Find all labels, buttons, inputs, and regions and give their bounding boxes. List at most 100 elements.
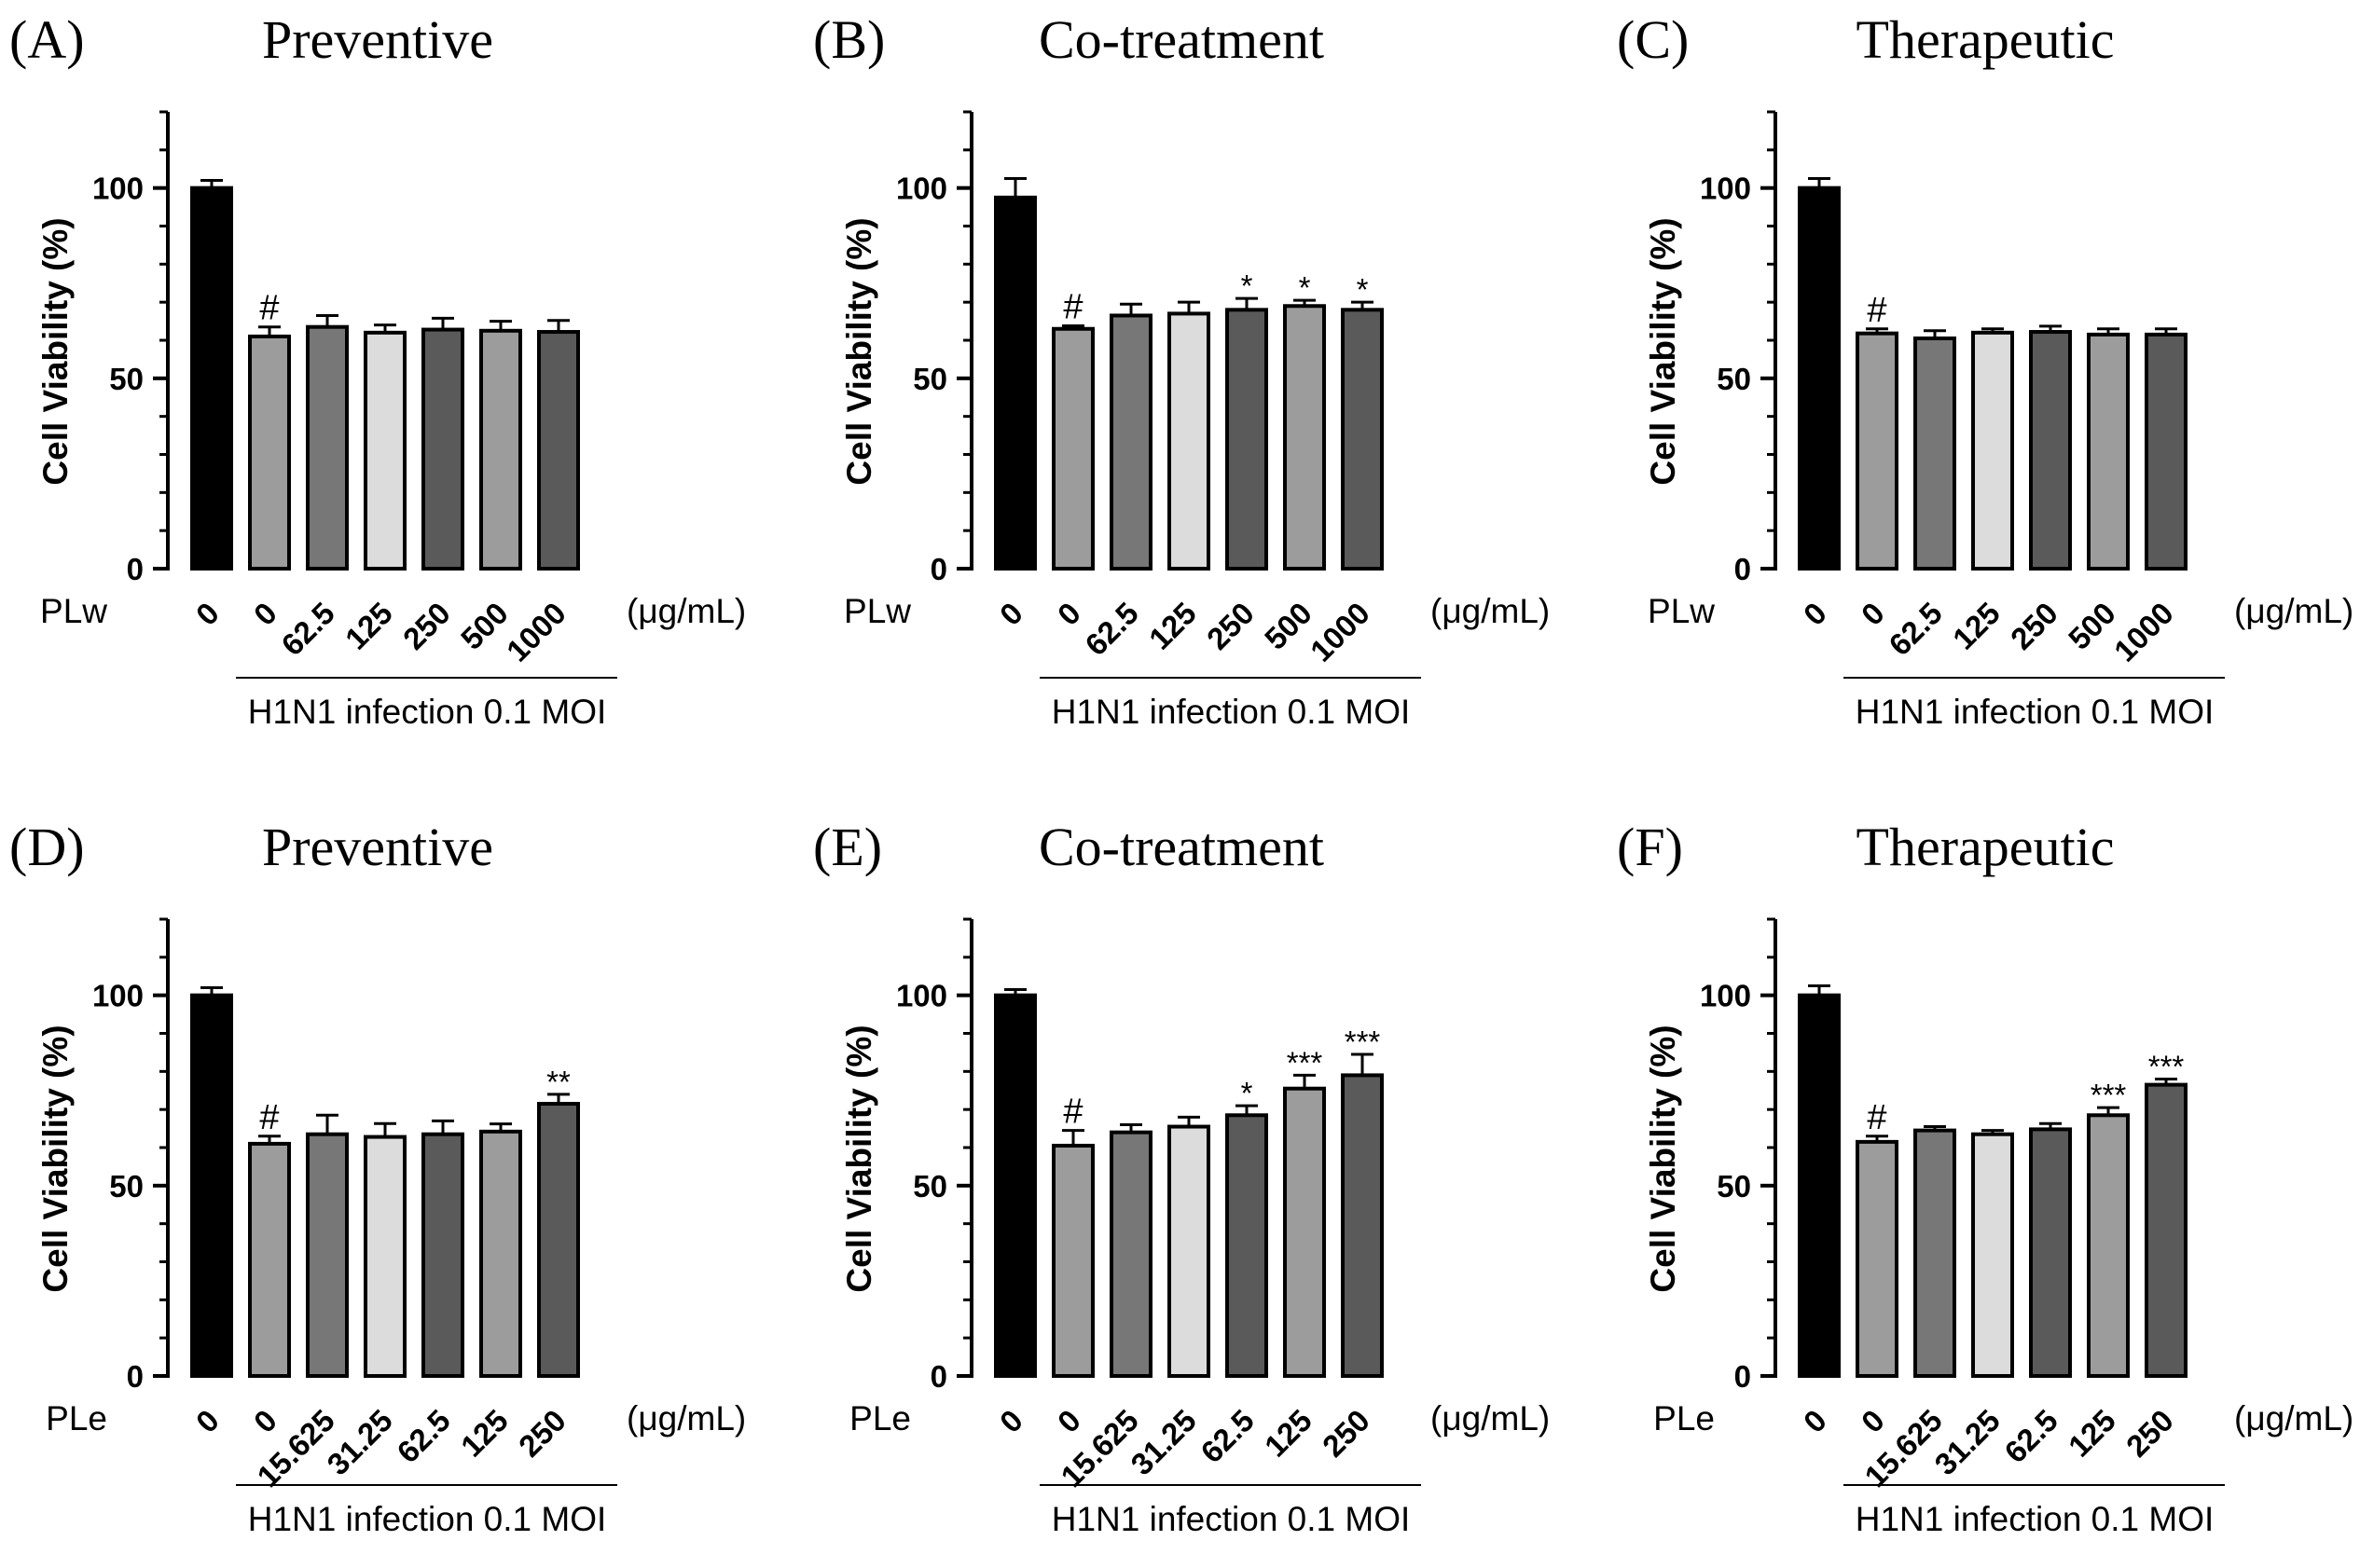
unit-label: (μg/mL)	[627, 1399, 746, 1437]
group-label: H1N1 infection 0.1 MOI	[1856, 693, 2215, 731]
bar	[1225, 1113, 1268, 1378]
bar	[248, 1141, 291, 1378]
chart-panel: (E) Co-treatment 0 50 100 Cell Viability (%) 0…	[813, 817, 1550, 1538]
bar	[1167, 311, 1210, 571]
y-tick-label: 0	[1734, 1359, 1751, 1394]
x-tick-label: 0	[1855, 1403, 1891, 1439]
significance-stars: **	[546, 1065, 571, 1099]
bar	[1225, 308, 1268, 571]
bar	[1913, 336, 1956, 571]
significance-hash: #	[1867, 291, 1886, 330]
bar	[479, 328, 522, 571]
y-axis-label: Cell Viability (%)	[36, 1025, 75, 1292]
chart-title: Preventive	[262, 817, 493, 877]
x-tick-label: 0	[1797, 596, 1833, 632]
y-axis-label: Cell Viability (%)	[1644, 217, 1682, 485]
significance-stars: ***	[2148, 1050, 2185, 1084]
panel-letter: (F)	[1617, 817, 1683, 877]
bar	[190, 186, 233, 571]
y-tick-label: 50	[109, 1169, 144, 1204]
y-tick-label: 50	[1717, 1169, 1751, 1204]
bar	[1283, 304, 1326, 571]
bar	[1856, 1139, 1898, 1378]
bar	[1913, 1128, 1956, 1378]
x-tick-label: 62.5	[274, 596, 341, 663]
bar	[2029, 1127, 2072, 1378]
unit-label: (μg/mL)	[1430, 1399, 1550, 1437]
bar	[364, 330, 407, 571]
x-tick-label: 125	[1258, 1403, 1318, 1464]
chart-panel: (A) Preventive 0 50 100 Cell Viability (%) 0 #0…	[9, 9, 746, 731]
x-tick-label: 62.5	[1078, 596, 1145, 663]
x-tick-label: 250	[396, 596, 457, 656]
x-tick-label: 62.5	[390, 1403, 457, 1470]
x-tick-label: 250	[2004, 596, 2064, 656]
bar	[190, 993, 233, 1379]
x-tick-label: 62.5	[1882, 596, 1949, 663]
significance-hash: #	[1867, 1098, 1886, 1137]
bar	[421, 327, 464, 571]
unit-label: (μg/mL)	[2234, 1399, 2353, 1437]
bar	[1052, 1143, 1095, 1379]
x-tick-label: 62.5	[1997, 1403, 2064, 1470]
group-label: H1N1 infection 0.1 MOI	[1856, 1500, 2215, 1538]
panel-letter: (A)	[9, 9, 85, 70]
bar	[1283, 1086, 1326, 1378]
y-tick-label: 0	[127, 1359, 144, 1394]
x-tick-label: 1000	[2107, 596, 2180, 668]
x-tick-label: 0	[993, 596, 1029, 632]
extract-label: PLe	[849, 1399, 911, 1437]
panel-letter: (E)	[813, 817, 882, 877]
significance-stars: ***	[2091, 1078, 2127, 1112]
bar	[994, 993, 1037, 1379]
bar	[1167, 1124, 1210, 1378]
x-tick-label: 62.5	[1194, 1403, 1261, 1470]
extract-label: PLw	[844, 592, 911, 630]
y-tick-label: 50	[1717, 362, 1751, 396]
bar	[537, 1102, 580, 1378]
y-tick-label: 50	[913, 1169, 947, 1204]
y-tick-label: 50	[109, 362, 144, 396]
bar	[1856, 331, 1898, 571]
chart-title: Co-treatment	[1039, 9, 1324, 70]
x-tick-label: 0	[189, 1403, 226, 1439]
significance-stars: ***	[1345, 1025, 1381, 1059]
chart-panel: (C) Therapeutic 0 50 100 Cell Viability (%) 0 #…	[1617, 9, 2353, 731]
y-axis-label: Cell Viability (%)	[840, 1025, 878, 1292]
bar	[2145, 332, 2188, 571]
y-tick-label: 50	[913, 362, 947, 396]
extract-label: PLw	[1648, 592, 1715, 630]
significance-stars: *	[1299, 270, 1311, 305]
extract-label: PLe	[1653, 1399, 1715, 1437]
significance-hash: #	[1063, 287, 1083, 326]
bar	[364, 1135, 407, 1378]
extract-label: PLe	[46, 1399, 107, 1437]
bar	[2029, 330, 2072, 571]
bar	[1052, 326, 1095, 571]
chart-panel: (B) Co-treatment 0 50 100 Cell Viability (%) 0…	[813, 9, 1550, 731]
bar	[306, 324, 349, 571]
bar	[1798, 993, 1841, 1379]
bar	[1971, 330, 2014, 571]
unit-label: (μg/mL)	[627, 592, 746, 630]
bar	[248, 334, 291, 571]
significance-stars: *	[1241, 268, 1253, 303]
x-tick-label: 0	[247, 1403, 283, 1439]
bar	[2087, 1113, 2130, 1378]
group-label: H1N1 infection 0.1 MOI	[1052, 693, 1411, 731]
x-tick-label: 125	[338, 596, 399, 656]
bar	[1110, 1130, 1152, 1378]
panel-letter: (C)	[1617, 9, 1689, 70]
chart-title: Co-treatment	[1039, 817, 1324, 877]
y-tick-label: 100	[92, 172, 144, 206]
x-tick-label: 125	[1142, 596, 1203, 656]
bar	[537, 330, 580, 571]
bar	[1341, 308, 1384, 571]
bar	[306, 1132, 349, 1378]
y-tick-label: 100	[896, 172, 947, 206]
unit-label: (μg/mL)	[1430, 592, 1550, 630]
y-axis-label: Cell Viability (%)	[36, 217, 75, 485]
x-tick-label: 125	[2062, 1403, 2122, 1464]
chart-title: Therapeutic	[1856, 817, 2115, 877]
x-tick-label: 250	[512, 1403, 573, 1464]
